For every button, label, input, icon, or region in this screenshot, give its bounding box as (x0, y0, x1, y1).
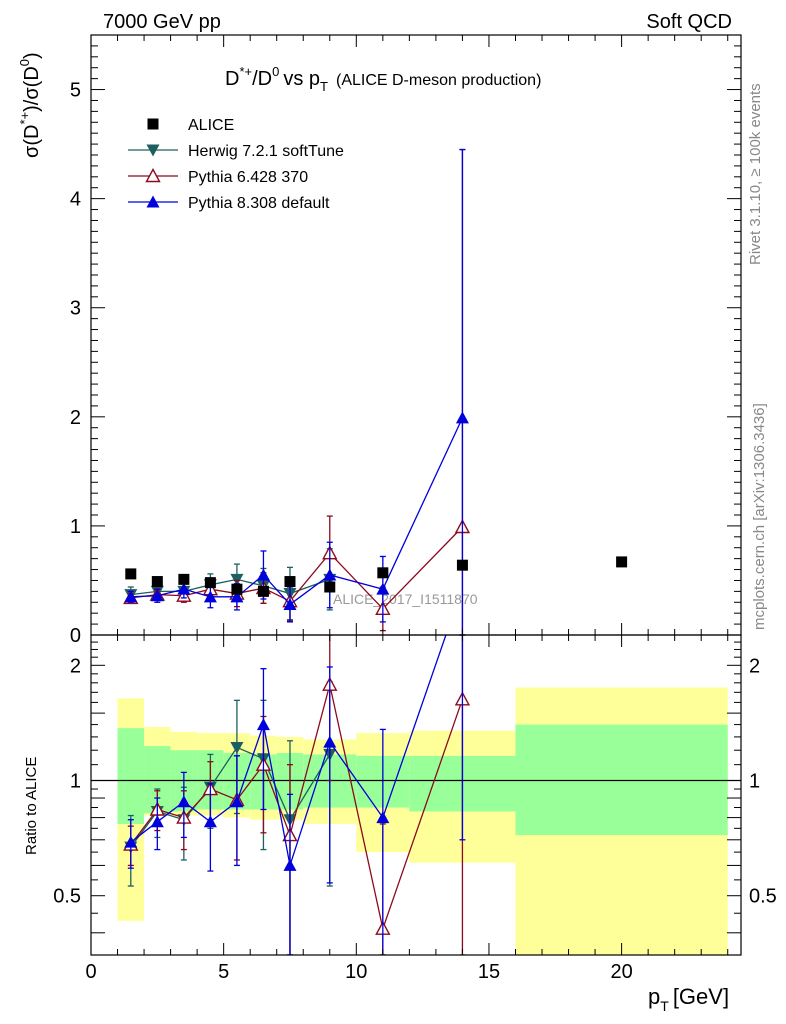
main-point-pythia8-8 (376, 582, 390, 595)
title-zero-sup: 0 (272, 64, 279, 79)
main-point-pythia8-9 (455, 411, 469, 424)
ratio-point-pythia8-1 (150, 815, 164, 828)
ratio-point-pythia8-6 (283, 858, 297, 871)
title-paren: (ALICE D-meson production) (336, 72, 541, 89)
mcplots-side-text: mcplots.cern.ch [arXiv:1306.3436] (751, 403, 768, 630)
legend-marker-pythia6 (145, 168, 161, 183)
title-t-sub: T (320, 79, 328, 94)
legend-item-pythia6: Pythia 6.428 370 (128, 168, 308, 186)
main-point-alice-6 (284, 576, 296, 588)
main-point-alice-1 (151, 576, 163, 588)
main-line-pythia8 (130, 417, 464, 606)
band-inner-0 (117, 728, 145, 824)
title-d: D (225, 68, 239, 90)
main-line-herwig (130, 578, 330, 596)
main-point-pythia8-4 (230, 590, 244, 603)
legend-marker-alice (147, 118, 159, 130)
main-point-alice-0 (125, 568, 137, 580)
main-y-tick-label-0: 0 (70, 625, 81, 647)
main-series-pythia8 (124, 148, 469, 635)
main-point-pythia8-0 (124, 590, 138, 603)
main-panel (123, 148, 628, 635)
legend-label-herwig: Herwig 7.2.1 softTune (188, 143, 344, 160)
ratio-y-tick-label-left-2: 2 (70, 655, 81, 677)
main-point-pythia8-3 (203, 590, 217, 603)
x-tick-label-2: 10 (345, 961, 367, 983)
energy-label: 7000 GeV pp (103, 11, 221, 33)
analysis-watermark: ALICE_2017_I1511870 (333, 591, 478, 607)
main-point-alice-9 (456, 559, 468, 571)
legend-label-alice: ALICE (188, 117, 234, 134)
legend-label-pythia6: Pythia 6.428 370 (188, 169, 308, 186)
main-point-pythia8-6 (283, 597, 297, 610)
legend-item-herwig: Herwig 7.2.1 softTune (128, 143, 344, 160)
category-label: Soft QCD (646, 11, 732, 33)
x-tick-label-0: 0 (85, 961, 96, 983)
main-y-tick-label-2: 2 (70, 407, 81, 429)
ratio-y-label: Ratio to ALICE (23, 757, 40, 855)
title-star-sup: *+ (239, 64, 252, 79)
main-point-alice-8 (377, 567, 389, 579)
axes: 0 5 10 15 20 0 1 2 3 4 5 0.5 0.5 1 1 2 2 (53, 34, 777, 983)
legend-marker-herwig (146, 144, 160, 157)
legend-label-pythia8: Pythia 8.308 default (188, 195, 330, 212)
x-tick-label-4: 20 (610, 961, 632, 983)
main-point-alice-2 (178, 573, 190, 585)
main-line-pythia6 (130, 526, 463, 610)
ratio-panel (123, 635, 471, 955)
main-title: D*+/D0 vs pT (ALICE D-meson production) (225, 64, 541, 94)
main-point-pythia8-5 (256, 568, 270, 581)
ratio-point-pythia8-4 (230, 795, 244, 808)
ratio-y-tick-label-right-1: 1 (749, 771, 760, 793)
x-tick-label-3: 15 (478, 961, 500, 983)
main-y-tick-label-1: 1 (70, 516, 81, 538)
ratio-point-pythia8-8 (376, 811, 390, 824)
main-point-pythia8-1 (150, 589, 164, 602)
main-point-alice-10 (616, 556, 628, 568)
legend-marker-pythia8 (146, 195, 160, 208)
title-vs-p: vs p (283, 68, 320, 90)
main-series-alice (125, 556, 628, 597)
main-y-tick-label-5: 5 (70, 80, 81, 102)
legend: ALICE Herwig 7.2.1 softTune Pythia 6.428 3… (128, 117, 344, 212)
main-point-alice-4 (231, 583, 243, 595)
ratio-point-pythia8-0 (124, 835, 138, 848)
ratio-series-pythia8 (124, 635, 466, 955)
ratio-frame (90, 634, 742, 956)
main-y-tick-label-3: 3 (70, 298, 81, 320)
ratio-point-herwig-4 (230, 741, 244, 754)
main-point-alice-7 (324, 581, 336, 593)
ratio-point-pythia8-5 (256, 718, 270, 731)
x-tick-label-1: 5 (218, 961, 229, 983)
ratio-y-tick-label-left-0: 0.5 (53, 886, 81, 908)
title-slash: /D (252, 68, 272, 90)
band-inner-10 (515, 724, 728, 836)
main-y-label: σ(D*+)/σ(D0) (17, 52, 43, 158)
ratio-point-pythia8-3 (203, 815, 217, 828)
ratio-y-tick-label-right-2: 2 (749, 655, 760, 677)
main-point-pythia8-2 (177, 582, 191, 595)
ratio-line-pythia8 (130, 635, 447, 866)
main-point-alice-3 (204, 577, 216, 589)
ratio-y-tick-label-right-0: 0.5 (749, 886, 777, 908)
legend-item-pythia8: Pythia 8.308 default (128, 195, 330, 212)
legend-item-alice: ALICE (147, 117, 234, 134)
main-y-tick-label-4: 4 (70, 189, 81, 211)
ratio-point-pythia8-7 (323, 735, 337, 748)
ratio-point-pythia8-2 (177, 795, 191, 808)
main-point-pythia8-7 (323, 568, 337, 581)
main-point-alice-5 (257, 585, 269, 597)
rivet-side-text: Rivet 3.1.10, ≥ 100k events (747, 83, 764, 265)
ratio-y-tick-label-left-1: 1 (70, 771, 81, 793)
ratio-line-pythia6 (130, 684, 464, 932)
